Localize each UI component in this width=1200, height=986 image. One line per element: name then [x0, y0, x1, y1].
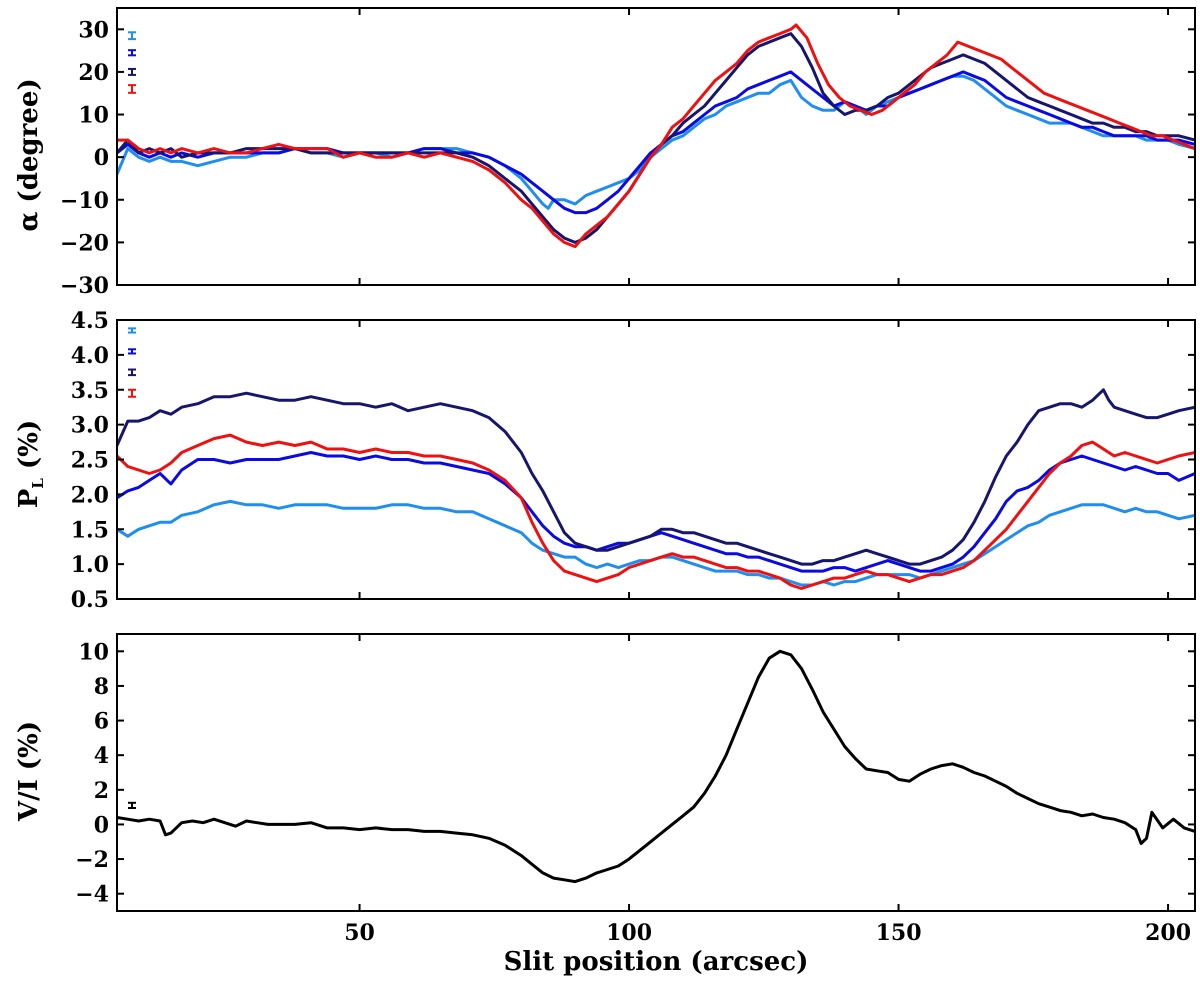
alpha-y-axis-label: α (degree)	[14, 78, 44, 231]
pl-ytick-label: 3.5	[71, 378, 109, 404]
polarization-panel: 0.5 1.0 1.5 2.0 2.5 3.0 3.5 4.0 4.5	[71, 308, 1196, 613]
pl-ytick-label: 3.0	[71, 413, 109, 439]
pl-ytick-label: 1.5	[71, 517, 109, 543]
vi-ytick-label: 2	[94, 778, 109, 804]
pl-y-axis-label: PL (%)	[14, 420, 47, 508]
pl-ytick-label: 4.5	[71, 308, 109, 334]
x-axis-label: Slit position (arcsec)	[504, 947, 809, 977]
pl-errorbar-light_blue	[128, 327, 136, 334]
alpha-series-blue	[117, 70, 1195, 215]
pl-ytick-label: 4.0	[71, 343, 109, 369]
pl-ytick-label: 1.0	[71, 552, 109, 578]
vi-ytick-label: −4	[75, 882, 109, 908]
vi-y-axis-label: V/I (%)	[14, 721, 44, 822]
alpha-ytick-label: −20	[60, 230, 109, 256]
alpha-series-light_blue	[117, 74, 1195, 210]
x-tick-label: 150	[876, 920, 922, 946]
alpha-ytick-label: 10	[78, 103, 109, 129]
pl-ylabel-main: P	[14, 489, 44, 509]
alpha-series-red	[117, 23, 1195, 249]
vi-ytick-label: 4	[94, 743, 109, 769]
pl-errorbar-blue	[128, 348, 136, 355]
alpha-ytick-label: 20	[78, 60, 109, 86]
vi-series-black	[117, 649, 1195, 884]
alpha-axes-frame	[116, 7, 1196, 286]
vi-ytick-label: 10	[78, 639, 109, 665]
vi-ytick-label: 8	[94, 674, 109, 700]
alpha-ytick-label: −30	[60, 273, 109, 299]
x-tick-label: 200	[1145, 920, 1191, 946]
x-tick-label: 100	[606, 920, 652, 946]
alpha-errorbar-blue	[128, 49, 136, 57]
pl-errorbar-red	[128, 388, 136, 398]
vi-ytick-label: 0	[94, 812, 109, 838]
alpha-series-navy	[117, 32, 1195, 244]
pl-ytick-label: 2.0	[71, 482, 109, 508]
pl-series-blue	[117, 451, 1195, 573]
alpha-errorbar-light_blue	[128, 31, 136, 41]
pl-series-navy	[117, 388, 1195, 566]
pl-ylabel-sub: L	[29, 478, 47, 489]
pl-ytick-label: 2.5	[71, 448, 109, 474]
x-tick-label: 50	[344, 920, 375, 946]
pl-ytick-label: 0.5	[71, 587, 109, 613]
pl-errorbar-navy	[128, 368, 136, 377]
pl-series-light_blue	[117, 499, 1195, 587]
vi-ytick-label: 6	[94, 709, 109, 735]
pl-series-red	[117, 433, 1195, 590]
vi-errorbar-black	[128, 801, 136, 809]
alpha-errorbar-navy	[128, 67, 136, 76]
alpha-errorbar-red	[128, 84, 136, 94]
vi-axes-frame	[116, 633, 1196, 912]
alpha-panel: −30 −20 −10 0 10 20 30	[60, 7, 1196, 299]
vi-ytick-label: −2	[75, 847, 109, 873]
alpha-ytick-label: 0	[94, 145, 109, 171]
pl-ylabel-tail: (%)	[14, 420, 44, 478]
alpha-ytick-label: −10	[60, 188, 109, 214]
alpha-ytick-label: 30	[78, 17, 109, 43]
circular-polarization-panel: −4 −2 0 2 4 6 8 10 50 100 150 200	[75, 633, 1196, 946]
